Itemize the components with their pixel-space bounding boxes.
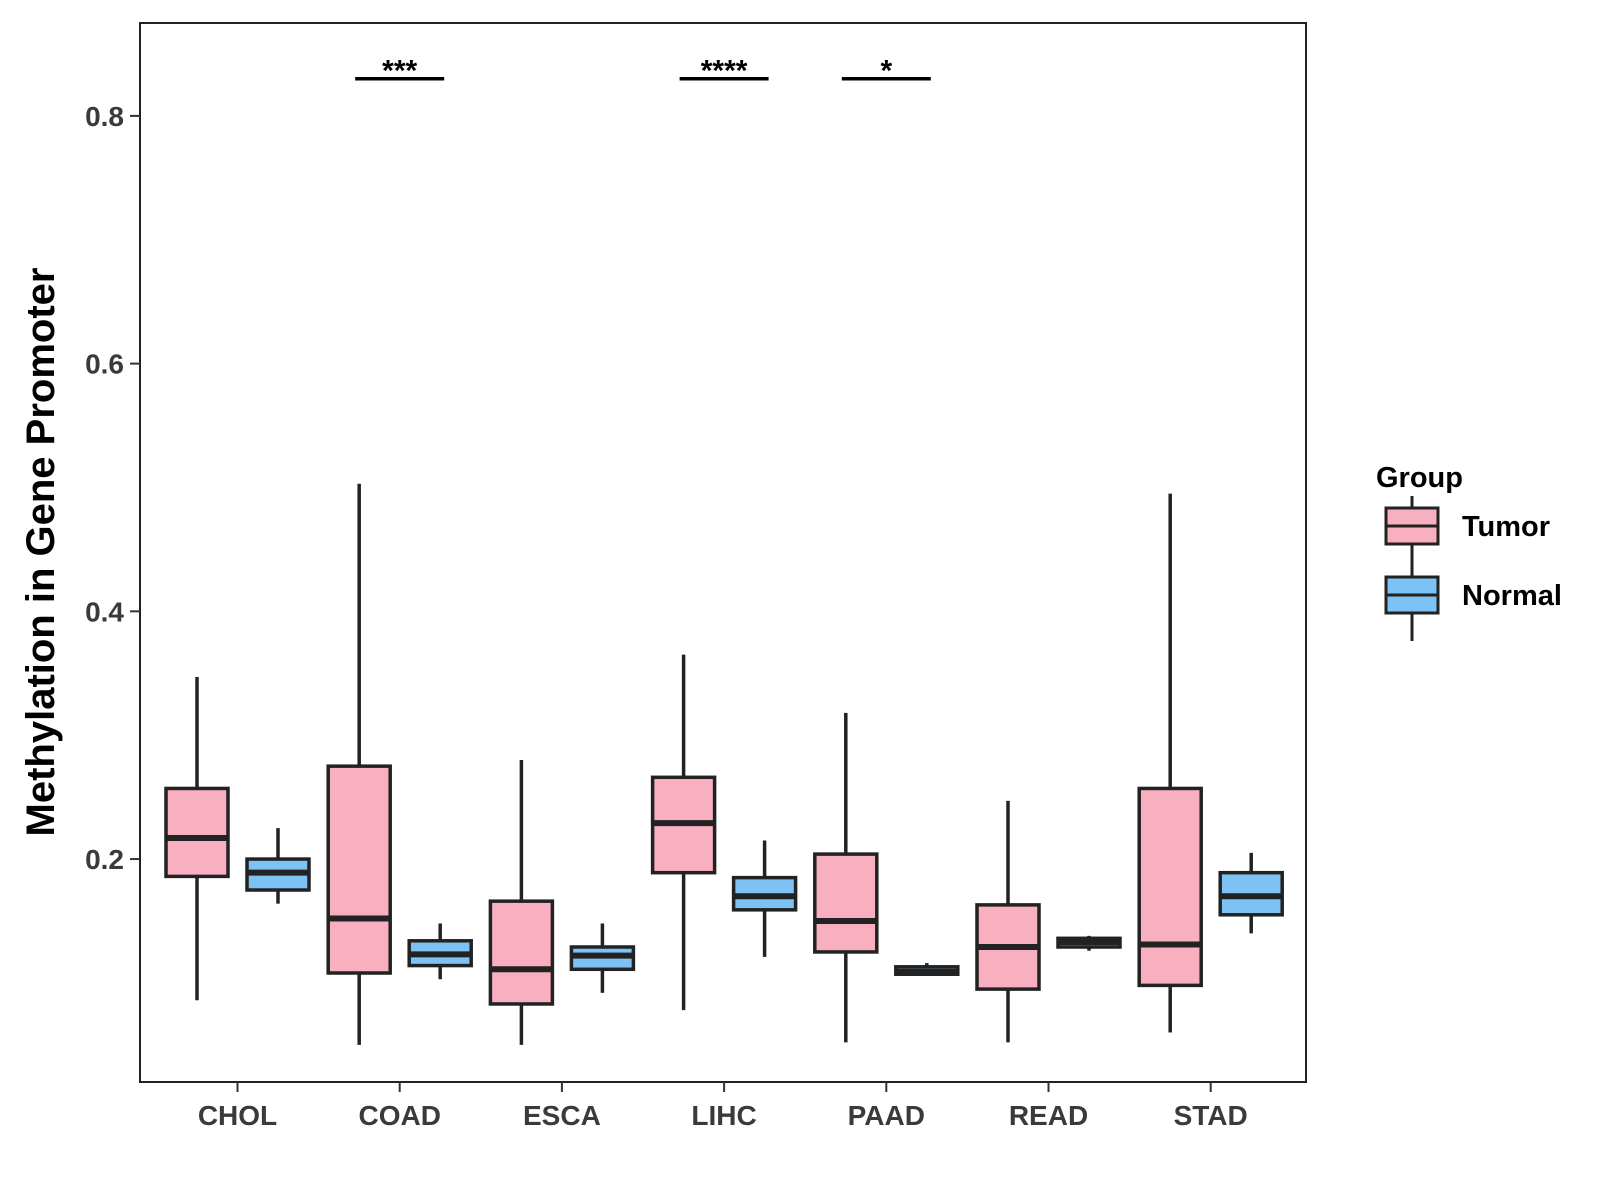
significance-label: ****: [701, 55, 748, 88]
box-tumor-stad: [1137, 493, 1203, 1033]
legend-key-tumor: Tumor: [1384, 496, 1550, 572]
x-tick-label-read: READ: [1009, 1100, 1088, 1131]
box-iqr: [488, 899, 555, 1006]
legend-title: Group: [1376, 462, 1463, 494]
box-tumor-esca: [488, 759, 555, 1045]
x-tick-label-coad: COAD: [358, 1100, 440, 1131]
y-axis-title: Methylation in Gene Promoter: [19, 268, 63, 837]
box-tumor-lihc: [650, 654, 717, 1011]
legend-label-normal: Normal: [1462, 580, 1562, 612]
box-tumor-read: [975, 800, 1041, 1043]
legend-key-normal: Normal: [1384, 565, 1562, 641]
box-tumor-chol: [164, 676, 230, 1001]
y-tick-label: 0.6: [85, 349, 124, 380]
y-axis: 0.2 0.4 0.6 0.8: [85, 101, 140, 875]
significance-label: ***: [382, 55, 417, 88]
plot-panel-border: [139, 22, 1307, 1083]
x-tick-label-paad: PAAD: [848, 1100, 925, 1131]
box-tumor-coad: [326, 483, 392, 1045]
x-tick-label-lihc: LIHC: [691, 1100, 756, 1131]
box-groups: [164, 483, 1284, 1045]
legend: Group Tumor Normal: [1376, 462, 1562, 641]
legend-label-tumor: Tumor: [1462, 511, 1550, 543]
box-normal-lihc: [731, 840, 798, 957]
x-axis: CHOL COAD ESCA LIHC PAAD READ STAD: [198, 1082, 1248, 1131]
x-tick-label-esca: ESCA: [523, 1100, 601, 1131]
significance-annotations: *** **** *: [355, 55, 931, 88]
significance-label: *: [880, 55, 892, 88]
box-normal-stad: [1218, 852, 1284, 934]
box-iqr: [813, 852, 879, 954]
box-normal-coad: [407, 923, 473, 980]
y-tick-label: 0.2: [85, 844, 124, 875]
box-iqr: [326, 764, 392, 975]
box-normal-esca: [569, 923, 636, 993]
box-normal-chol: [245, 828, 311, 904]
box-normal-paad: [894, 963, 960, 976]
box-normal-read: [1056, 935, 1122, 951]
x-tick-label-stad: STAD: [1174, 1100, 1248, 1131]
box-iqr: [164, 786, 230, 879]
box-tumor-paad: [813, 712, 879, 1043]
x-tick-label-chol: CHOL: [198, 1100, 277, 1131]
box-iqr: [1137, 786, 1203, 988]
y-tick-label: 0.8: [85, 101, 124, 132]
y-tick-label: 0.4: [85, 596, 124, 627]
